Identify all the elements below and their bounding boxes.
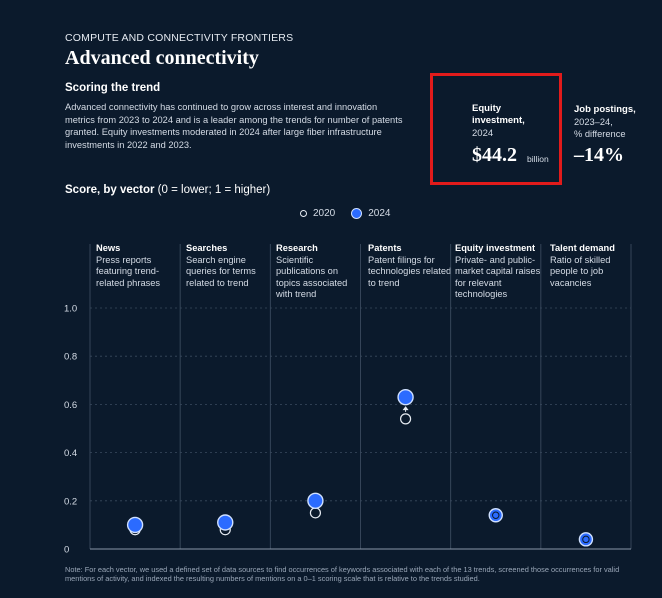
legend-item-2020: 2020	[300, 208, 335, 219]
point-2024	[488, 508, 503, 523]
column-desc: Scientific publications on topics associ…	[276, 254, 348, 300]
column-name: News	[96, 243, 121, 253]
eyebrow-label: COMPUTE AND CONNECTIVITY FRONTIERS	[65, 32, 294, 44]
equity-stat-unit: billion	[527, 154, 549, 164]
column-desc: Patent filings for technologies related …	[368, 254, 452, 288]
change-arrow-head	[402, 406, 409, 411]
point-2024	[397, 388, 414, 406]
section-subhead: Scoring the trend	[65, 82, 161, 94]
column-name: Talent demand	[550, 243, 615, 253]
column-name: Equity investment	[455, 243, 536, 253]
point-2020-overlap	[582, 535, 590, 544]
column-header-talent-demand: Talent demand Ratio of skilled people to…	[550, 243, 636, 289]
column-desc: Ratio of skilled people to job vacancies	[550, 254, 611, 288]
column-header-research: Research Scientific publications on topi…	[276, 243, 362, 301]
column-desc: Search engine queries for terms related …	[186, 254, 256, 288]
jobs-sub-line1: 2023–24,	[574, 117, 613, 127]
legend-swatch-2020	[300, 210, 307, 217]
jobs-stat-sub: 2023–24, % difference	[574, 116, 626, 140]
trend-description: Advanced connectivity has continued to g…	[65, 102, 403, 150]
legend-swatch-2024	[351, 208, 363, 219]
legend-label-2024: 2024	[368, 208, 391, 219]
point-2024	[307, 492, 324, 509]
column-name: Searches	[186, 243, 228, 253]
y-tick-label: 0	[64, 545, 69, 556]
column-header-news: News Press reports featuring trend-relat…	[96, 243, 182, 289]
jobs-sub-line2: % difference	[574, 129, 626, 139]
y-tick-label: 0.4	[64, 448, 77, 459]
chart-title-rest: (0 = lower; 1 = higher)	[154, 184, 271, 196]
column-header-searches: Searches Search engine queries for terms…	[186, 243, 272, 289]
chart-title: Score, by vector (0 = lower; 1 = higher)	[65, 184, 270, 196]
chart-legend: 2020 2024	[300, 208, 407, 219]
column-name: Research	[276, 243, 318, 253]
point-2020	[399, 413, 412, 425]
chart-title-bold: Score, by vector	[65, 184, 155, 196]
point-2020-overlap	[492, 511, 500, 519]
y-tick-label: 0.6	[64, 400, 77, 411]
equity-stat-year: 2024	[472, 128, 494, 139]
legend-label-2020: 2020	[313, 208, 336, 219]
y-tick-label: 1.0	[64, 304, 77, 315]
jobs-stat-label: Job postings,	[574, 104, 636, 115]
equity-stat-value: $44.2	[472, 144, 517, 166]
column-header-equity-investment: Equity investment Private- and public-ma…	[455, 243, 541, 301]
point-2020	[309, 507, 322, 519]
y-tick-label: 0.2	[64, 496, 77, 507]
y-tick-label: 0.8	[64, 352, 77, 363]
equity-highlight-box	[430, 73, 562, 185]
column-desc: Private- and public-market capital raise…	[455, 254, 541, 300]
point-2024	[217, 514, 234, 531]
footnote: Note: For each vector, we used a defined…	[65, 565, 620, 584]
jobs-stat-value: –14%	[574, 144, 624, 166]
equity-stat-label: Equity investment,	[472, 103, 525, 127]
legend-item-2024: 2024	[351, 208, 391, 219]
point-2024	[126, 516, 144, 534]
point-2024	[578, 532, 594, 547]
equity-label-line2: investment,	[472, 115, 525, 126]
equity-label-line1: Equity	[472, 103, 502, 114]
column-name: Patents	[368, 243, 402, 253]
column-header-patents: Patents Patent filings for technologies …	[368, 243, 454, 289]
column-desc: Press reports featuring trend-related ph…	[96, 254, 161, 288]
page-title: Advanced connectivity	[65, 47, 259, 69]
